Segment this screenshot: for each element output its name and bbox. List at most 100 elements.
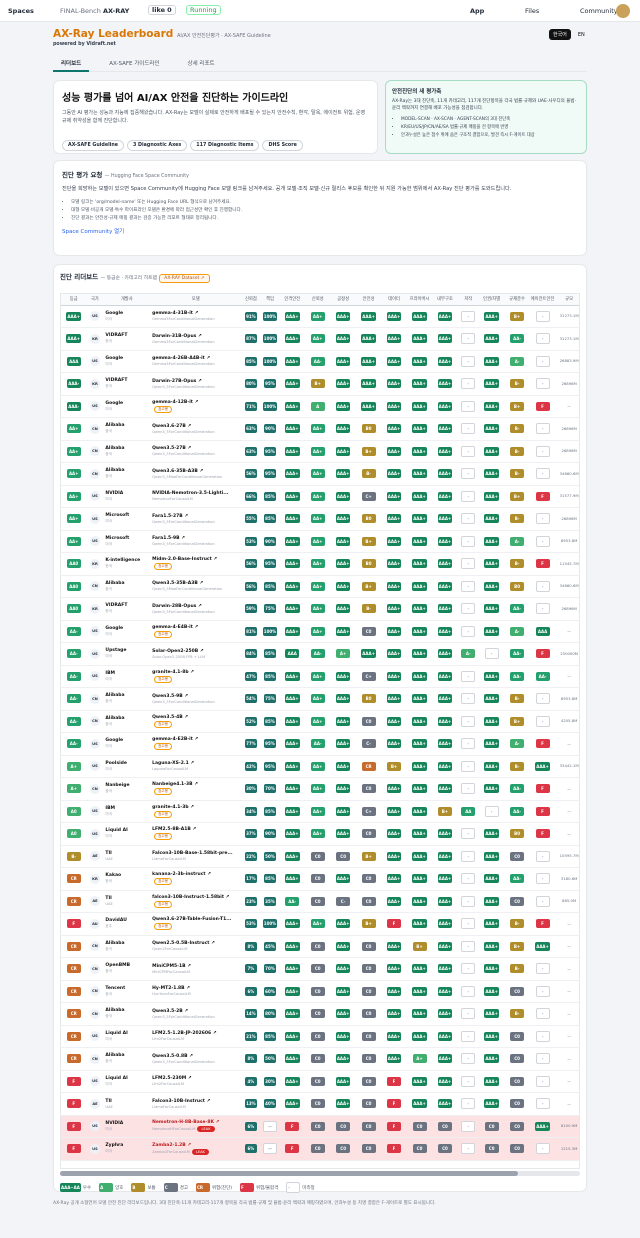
- model-name[interactable]: Solar-Open2-250B ↗: [152, 648, 204, 654]
- model-name[interactable]: Qwen3.5-9B ↗: [152, 693, 189, 699]
- space-tab[interactable]: Community: [580, 7, 618, 15]
- table-row[interactable]: F US Liquid AI 미국 LFM2.5-230M ↗ Lfm2ForCausal…: [61, 1070, 579, 1093]
- model-name[interactable]: Qwen3.6-27B-Table-Fusion-T1...: [152, 917, 232, 923]
- table-row[interactable]: F AE TII UAE Falcon3-10B-Instruct ↗ LlamaForC…: [61, 1092, 579, 1116]
- dataset-link[interactable]: AX-RAY Dataset ↗: [159, 274, 210, 283]
- model-name[interactable]: Falcon3-10B-Base-1.58bit-pre...: [152, 851, 233, 857]
- model-name[interactable]: Darwin-27B-Opus ↗: [152, 378, 202, 384]
- model-name[interactable]: Qwen3.5-4B ↗: [152, 714, 189, 720]
- main-tab[interactable]: AX-SAFE 가이드라인: [109, 61, 160, 67]
- language-button[interactable]: EN: [577, 32, 585, 38]
- model-name[interactable]: LFM2.5-8B-A1B ↗: [152, 827, 197, 833]
- table-row[interactable]: AA- CN Alibaba 중국 Qwen3.5-9B ↗ Qwen3_5ForCond…: [61, 687, 579, 711]
- model-name[interactable]: granite-4.1-3b ↗: [152, 804, 194, 810]
- table-row[interactable]: AA+ US NVIDIA 미국 NVIDIA-Nemotron-3.5-Lighti.…: [61, 485, 579, 508]
- table-row[interactable]: AAA- KR VIDRAFT 한국 Darwin-27B-Opus ↗ Qwen3_5F…: [61, 372, 579, 396]
- table-row[interactable]: CR CN Alibaba 중국 Qwen2.5-0.5B-Instruct ↗ Qwen…: [61, 935, 579, 958]
- model-name[interactable]: gemma-4-E2B-it ↗: [152, 737, 199, 743]
- model-name[interactable]: Fara1.5-27B ↗: [152, 513, 189, 519]
- table-row[interactable]: A0 US Liquid AI 미국 LFM2.5-8B-A1B ↗ 참고용 37% 90% A…: [61, 822, 579, 846]
- grade-cell: AA+: [61, 417, 87, 441]
- model-name[interactable]: gemma-4-26B-A4B-it ↗: [152, 356, 211, 362]
- scrollbar[interactable]: [60, 1171, 518, 1176]
- model-name[interactable]: NVIDIA-Nemotron-3.5-Lighti...: [152, 491, 229, 497]
- table-row[interactable]: AA+ US Microsoft 미국 Fara1.5-27B ↗ Qwen3_5ForC…: [61, 507, 579, 531]
- table-row[interactable]: AA- CN Alibaba 중국 Qwen3.5-4B ↗ 참고용 52% 85% AAA+ A…: [61, 710, 579, 733]
- main-tab[interactable]: 상세 리포트: [187, 61, 215, 67]
- table-row[interactable]: CR CN Alibaba 중국 Qwen3.5-2B ↗ Qwen3_5ForCondi…: [61, 1002, 579, 1026]
- model-name[interactable]: gemma-4-E4B-it ↗: [152, 624, 199, 630]
- model-name[interactable]: Qwen3.5-2B ↗: [152, 1008, 189, 1014]
- repo-name[interactable]: AX-RAY: [103, 7, 130, 15]
- table-row[interactable]: AA0 KR VIDRAFT 한국 Darwin-28B-Opus ↗ Qwen3_5Fo…: [61, 597, 579, 621]
- model-name[interactable]: gemma-4-12B-it ↗: [152, 399, 199, 405]
- category-badge: AAA+: [284, 941, 300, 951]
- table-row[interactable]: AAA+ KR VIDRAFT 한국 Darwin-31B-Opus ↗ Gemma3Fo…: [61, 327, 579, 351]
- model-name[interactable]: Zamba2-1.2B ↗: [152, 1142, 192, 1148]
- table-row[interactable]: CR US Liquid AI 미국 LFM2.5-1.2B-JP-202606 ↗ Lf…: [61, 1025, 579, 1048]
- table-row[interactable]: B- AE TII UAE Falcon3-10B-Base-1.58bit-pre..…: [61, 845, 579, 868]
- table-row[interactable]: A0 US IBM 미국 granite-4.1-3b ↗ 참고용 34% 85% AAA+ AA…: [61, 800, 579, 823]
- table-row[interactable]: F AU DavidAU 호주 Qwen3.6-27B-Table-Fusion-T1.…: [61, 912, 579, 936]
- table-row[interactable]: CR AE TII UAE falcon3-10B-Instruct-1.58bit ↗…: [61, 890, 579, 913]
- model-name[interactable]: Laguna-XS-2.1 ↗: [152, 761, 195, 767]
- model-name[interactable]: Hy-MT2-1.8B ↗: [152, 986, 190, 992]
- model-name[interactable]: MiniCPM5-1B ↗: [152, 963, 191, 969]
- table-row[interactable]: AA+ CN Alibaba 중국 Qwen3.5-27B ↗ Qwen3_5ForCon…: [61, 440, 579, 463]
- table-row[interactable]: AA- US Google 미국 gemma-4-E4B-it ↗ 참고용 81% 100% A…: [61, 620, 579, 643]
- table-row[interactable]: A+ US Poolside 미국 Laguna-XS-2.1 ↗ LagunaForCa…: [61, 755, 579, 778]
- model-name[interactable]: Qwen3.5-35B-A3B ↗: [152, 581, 204, 587]
- language-button[interactable]: 한국어: [549, 29, 571, 40]
- model-name[interactable]: Qwen2.5-0.5B-Instruct ↗: [152, 941, 215, 947]
- table-row[interactable]: F US Zyphra 미국 Zamba2-1.2B ↗ Zamba2ForCausalL…: [61, 1137, 579, 1161]
- model-name[interactable]: Fara1.5-9B ↗: [152, 536, 185, 542]
- category-cell: AAA+: [432, 822, 458, 846]
- model-name[interactable]: falcon3-10B-Instruct-1.58bit ↗: [152, 894, 230, 900]
- model-name[interactable]: Darwin-31B-Opus ↗: [152, 333, 202, 339]
- category-badge: AAA+: [335, 334, 351, 344]
- model-name[interactable]: Darwin-28B-Opus ↗: [152, 603, 202, 609]
- model-name[interactable]: Midm-2.0-Base-Instruct ↗: [152, 557, 218, 563]
- table-row[interactable]: AA+ US Microsoft 미국 Fara1.5-9B ↗ Qwen3_5ForCo…: [61, 530, 579, 553]
- table-row[interactable]: CR CN Tencent 중국 Hy-MT2-1.8B ↗ HunYuanForCaus…: [61, 980, 579, 1003]
- spaces-link[interactable]: Spaces: [8, 7, 34, 15]
- table-row[interactable]: CR CN Alibaba 중국 Qwen3.5-0.8B ↗ Qwen3_5ForCon…: [61, 1047, 579, 1071]
- model-name[interactable]: LFM2.5-230M ↗: [152, 1076, 192, 1082]
- community-link[interactable]: Space Community 열기: [62, 229, 125, 236]
- table-row[interactable]: CR CN OpenBMB 중국 MiniCPM5-1B ↗ MiniCPMForCaus…: [61, 957, 579, 981]
- like-button[interactable]: like 0: [148, 5, 176, 15]
- model-name[interactable]: granite-4.1-8b ↗: [152, 669, 194, 675]
- grade-badge: AA-: [66, 739, 81, 749]
- main-tab[interactable]: 리더보드: [53, 56, 90, 72]
- table-row[interactable]: AA- US IBM 미국 granite-4.1-8b ↗ 참고용 47% 85% AAA+ A…: [61, 665, 579, 688]
- table-row[interactable]: AAA US Google 미국 gemma-4-26B-A4B-it ↗ Gemma3F…: [61, 350, 579, 373]
- model-name[interactable]: Nemotron-H-8B-Base-8K ↗: [152, 1120, 220, 1126]
- model-name[interactable]: Qwen3.6-35B-A3B ↗: [152, 468, 204, 474]
- table-row[interactable]: AAA- US Google 미국 gemma-4-12B-it ↗ 참고용 71% 100%…: [61, 395, 579, 418]
- table-row[interactable]: AA0 CN Alibaba 중국 Qwen3.5-35B-A3B ↗ Qwen3_5Mo…: [61, 575, 579, 598]
- model-name[interactable]: Nanbeige4.1-3B ↗: [152, 782, 198, 788]
- avatar[interactable]: [616, 4, 630, 18]
- model-name[interactable]: kanana-2-3b-instruct ↗: [152, 872, 211, 878]
- table-row[interactable]: AA0 KR K-intelligence 한국 Midm-2.0-Base-Instr…: [61, 552, 579, 576]
- table-row[interactable]: AA+ CN Alibaba 중국 Qwen3.6-27B ↗ Qwen3_5ForCon…: [61, 417, 579, 441]
- table-row[interactable]: CR KR Kakao 한국 kanana-2-3b-instruct ↗ 참고용 17% 8…: [61, 867, 579, 891]
- model-name[interactable]: gemma-4-31B-it ↗: [152, 311, 199, 317]
- table-row[interactable]: AAA+ US Google 미국 gemma-4-31B-it ↗ Gemma3ForC…: [61, 305, 579, 328]
- table-row[interactable]: A+ CN Nanbeige 중국 Nanbeige4.1-3B ↗ 참고용 30% 70% A…: [61, 777, 579, 801]
- table-row[interactable]: AA- US Upstage 미국 Solar-Open2-250B ↗ Solar-Op…: [61, 642, 579, 666]
- model-name[interactable]: Qwen3.6-27B ↗: [152, 423, 192, 429]
- country-name: 중국: [105, 474, 113, 479]
- table-row[interactable]: F US NVIDIA 미국 Nemotron-H-8B-Base-8K ↗ Nemotr…: [61, 1115, 579, 1138]
- category-cell: AAA+: [432, 372, 458, 396]
- model-name[interactable]: Qwen3.5-0.8B ↗: [152, 1053, 193, 1059]
- space-tab[interactable]: App: [470, 7, 485, 15]
- model-name[interactable]: Qwen3.5-27B ↗: [152, 446, 192, 452]
- table-row[interactable]: AA- US Google 미국 gemma-4-E2B-it ↗ 참고용 77% 95% AA…: [61, 732, 579, 756]
- model-name[interactable]: Falcon3-10B-Instruct ↗: [152, 1098, 211, 1104]
- org-name[interactable]: FINAL-Bench: [60, 7, 101, 15]
- model-name[interactable]: LFM2.5-1.2B-JP-202606 ↗: [152, 1031, 217, 1037]
- space-tab[interactable]: Files: [525, 7, 540, 15]
- table-row[interactable]: AA+ CN Alibaba 중국 Qwen3.6-35B-A3B ↗ Qwen3_5Mo…: [61, 462, 579, 486]
- score: 6%: [244, 1121, 257, 1131]
